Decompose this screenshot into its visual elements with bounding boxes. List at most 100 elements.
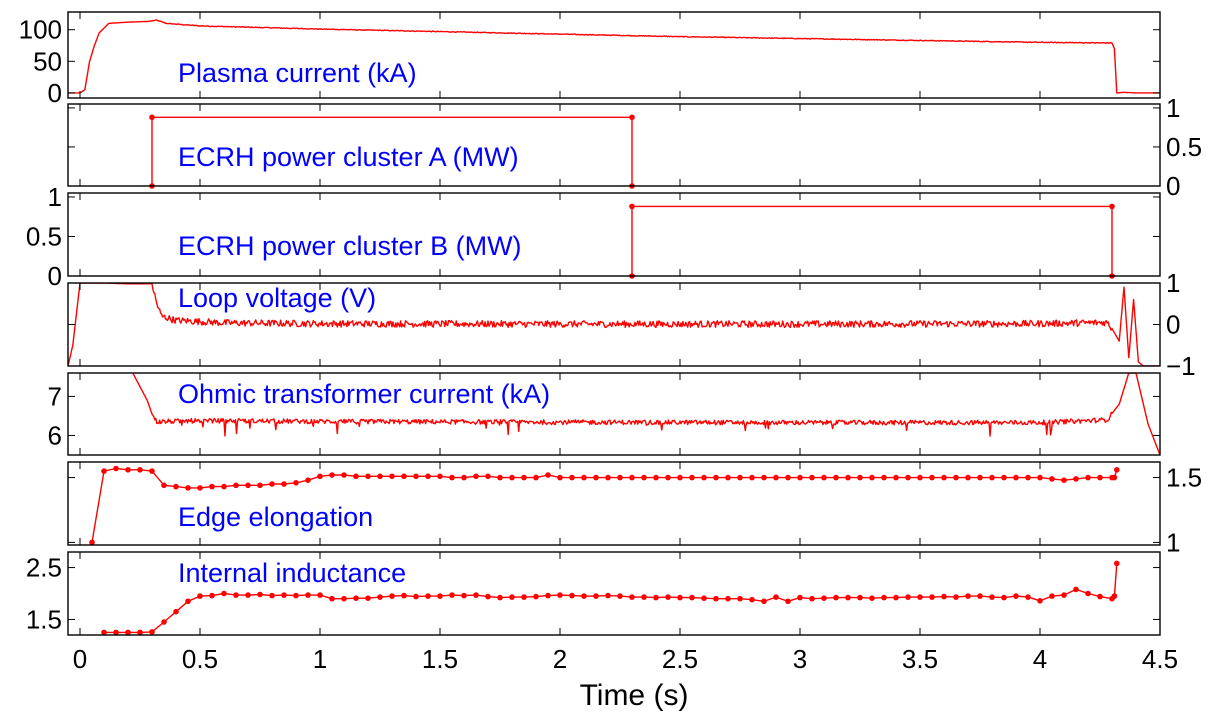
data-point: [617, 593, 623, 599]
data-point: [881, 474, 887, 481]
data-point: [881, 594, 887, 601]
data-point: [437, 593, 443, 599]
data-point: [389, 473, 395, 480]
y-tick-label: 100: [19, 15, 62, 45]
data-point: [437, 473, 443, 480]
series-line-plasma-current: [68, 19, 1160, 94]
data-point: [365, 595, 371, 601]
data-point: [149, 468, 155, 474]
data-point: [329, 472, 335, 478]
data-point: [209, 592, 215, 599]
x-tick-label: 4: [1033, 644, 1047, 674]
data-point: [1037, 474, 1043, 481]
x-tick-label: 2.5: [662, 644, 698, 674]
data-point: [941, 474, 947, 481]
panel-internal-inductance: 1.5 2.5 Internal inductance: [26, 551, 1161, 636]
data-point: [101, 468, 107, 474]
data-point: [845, 474, 851, 481]
series-line-ohmic-current: [132, 373, 1160, 455]
data-point: [821, 474, 827, 481]
y-tick-label: 1: [1166, 527, 1180, 557]
data-point: [1085, 474, 1091, 481]
data-point: [281, 481, 287, 487]
panel-label-ecrh-a: ECRH power cluster A (MW): [178, 142, 519, 172]
data-point: [917, 594, 923, 600]
series-line-loop-voltage: [68, 283, 1160, 366]
x-tick-label: 0: [73, 644, 87, 674]
data-point: [401, 592, 407, 599]
data-point: [713, 474, 719, 481]
data-point: [845, 594, 851, 601]
data-point: [1001, 474, 1007, 481]
data-point: [377, 473, 383, 480]
data-point: [605, 592, 611, 599]
y-tick-label: 0: [48, 261, 62, 291]
data-point: [113, 629, 119, 636]
y-tick-label: 7: [48, 381, 62, 411]
data-point: [989, 594, 995, 600]
data-point: [173, 608, 179, 615]
data-point: [677, 594, 683, 601]
data-point: [965, 474, 971, 481]
data-point: [1114, 560, 1120, 567]
data-point: [809, 474, 815, 481]
data-point: [245, 592, 251, 598]
x-tick-label: 2: [553, 644, 567, 674]
y-tick-label: 0: [48, 78, 62, 108]
data-point: [629, 114, 635, 121]
data-point: [1097, 474, 1103, 481]
data-point: [977, 593, 983, 599]
data-point: [497, 594, 503, 601]
data-point: [821, 595, 827, 601]
data-point: [557, 474, 563, 481]
data-point: [485, 593, 491, 600]
data-point: [653, 474, 659, 481]
panel-label-plasma-current: Plasma current (kA): [178, 58, 417, 88]
axes-frame: [67, 103, 1161, 187]
x-tick-label: 1.5: [422, 644, 458, 674]
data-point: [305, 477, 311, 484]
data-point: [113, 465, 119, 472]
data-point: [605, 474, 611, 481]
data-point: [521, 474, 527, 481]
data-point: [233, 592, 239, 598]
data-point: [641, 474, 647, 481]
y-tick-label: 1: [48, 182, 62, 212]
data-point: [1049, 476, 1055, 482]
data-point: [1114, 467, 1120, 473]
series-line-edge-elongation: [91, 467, 1118, 543]
data-point: [593, 474, 599, 481]
data-point: [221, 483, 227, 490]
data-point: [869, 595, 875, 601]
data-point: [389, 593, 395, 599]
data-point: [737, 474, 743, 481]
data-point: [209, 483, 215, 490]
axes-frame: [67, 551, 1161, 636]
data-point: [1013, 474, 1019, 481]
data-point: [809, 595, 815, 602]
data-point: [353, 595, 359, 601]
y-tick-label: 0: [1166, 310, 1180, 340]
data-point: [905, 474, 911, 481]
data-point: [461, 474, 467, 481]
y-tick-label: 50: [33, 46, 62, 76]
y-tick-label: 6: [48, 420, 62, 450]
panel-label-ohmic-current: Ohmic transformer current (kA): [178, 379, 550, 409]
data-point: [1097, 593, 1103, 600]
data-point: [161, 482, 167, 489]
data-point: [269, 592, 275, 599]
data-point: [533, 593, 539, 600]
data-point: [857, 474, 863, 481]
y-tick-label: 0: [1166, 171, 1180, 201]
axes-frame: [67, 11, 1161, 99]
panel-loop-voltage: −1 0 1 Loop voltage (V): [67, 268, 1196, 381]
data-point: [1061, 592, 1067, 598]
data-point: [905, 594, 911, 600]
data-point: [953, 474, 959, 481]
data-point: [749, 596, 755, 603]
data-point: [125, 629, 131, 636]
data-point: [593, 593, 599, 599]
data-point: [293, 592, 299, 599]
